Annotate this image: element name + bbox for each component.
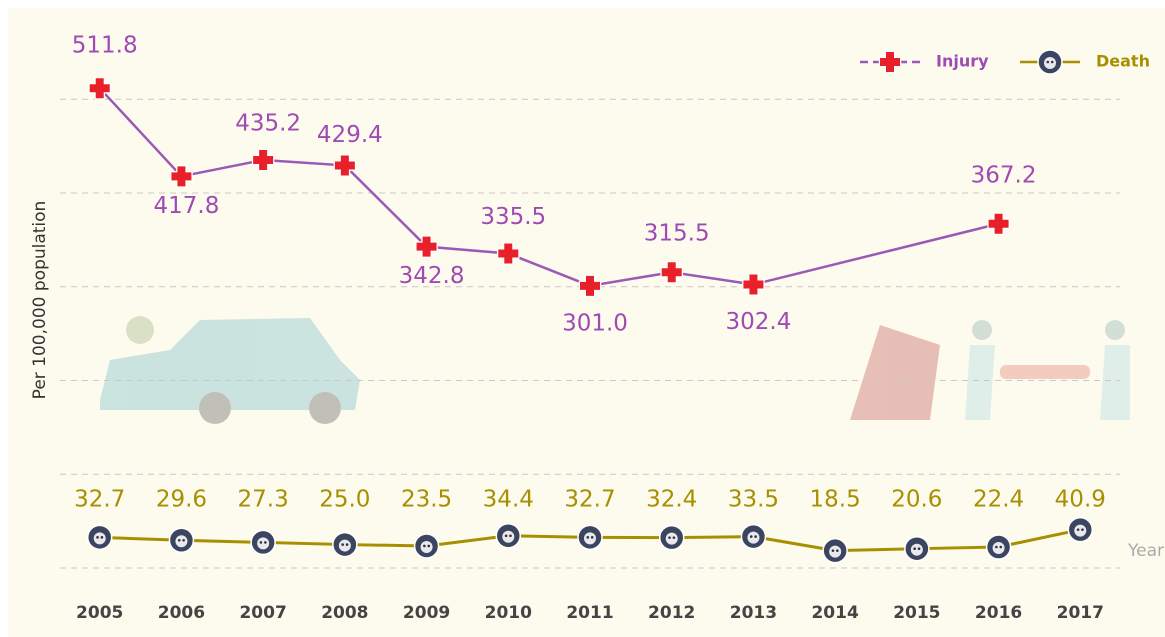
point-marker: [660, 526, 684, 550]
point-marker: [415, 534, 439, 558]
legend-label: Death: [1096, 52, 1150, 71]
data-label: 301.0: [562, 310, 628, 336]
x-tick-label: 2017: [1057, 603, 1104, 623]
data-label: 29.6: [156, 487, 207, 513]
skull-eye: [346, 543, 349, 546]
skull-face: [584, 532, 596, 544]
data-label: 18.5: [810, 487, 861, 513]
x-tick-label: 2015: [893, 603, 940, 623]
skull-eye: [591, 536, 594, 539]
skull-face: [94, 532, 106, 544]
data-label: 27.3: [238, 487, 289, 513]
point-marker: [169, 528, 193, 552]
skull-eye: [182, 539, 185, 542]
skull-eye: [999, 546, 1002, 549]
data-label: 33.5: [728, 487, 779, 513]
skull-eye: [178, 539, 181, 542]
x-tick-label: 2013: [730, 603, 777, 623]
skull-face: [257, 537, 269, 549]
skull-eye: [754, 535, 757, 538]
point-marker: [88, 525, 112, 549]
x-tick-label: 2006: [158, 603, 205, 623]
skull-eye: [1077, 528, 1080, 531]
data-label: 429.4: [317, 122, 383, 148]
skull-eye: [832, 549, 835, 552]
data-label: 342.8: [399, 263, 465, 289]
skull-eye: [423, 545, 426, 548]
data-label: 32.7: [74, 487, 125, 513]
skull-eye: [264, 541, 267, 544]
data-label: 23.5: [401, 487, 452, 513]
data-label: 302.4: [725, 309, 791, 335]
data-label: 511.8: [72, 33, 138, 59]
skull-eye: [509, 534, 512, 537]
legend-label: Injury: [936, 52, 989, 71]
skull-eye: [668, 536, 671, 539]
skull-eye: [673, 536, 676, 539]
x-tick-label: 2007: [239, 603, 286, 623]
skull-eye: [750, 535, 753, 538]
skull-eye: [995, 546, 998, 549]
skull-face: [829, 546, 841, 558]
data-label: 32.7: [564, 487, 615, 513]
skull-eye: [260, 541, 263, 544]
skull-eye: [101, 536, 104, 539]
x-axis-label: Year: [1127, 541, 1164, 561]
skull-face: [502, 531, 514, 543]
point-marker: [905, 537, 929, 561]
data-label: 367.2: [971, 162, 1037, 188]
skull-eye: [836, 549, 839, 552]
x-tick-label: 2014: [811, 603, 858, 623]
point-marker: [496, 524, 520, 548]
skull-face: [747, 532, 759, 544]
data-label: 417.8: [153, 193, 219, 219]
data-label: 22.4: [973, 487, 1024, 513]
skull-eye: [587, 536, 590, 539]
skull-face: [993, 542, 1005, 554]
skull-eye: [1081, 528, 1084, 531]
data-label: 34.4: [483, 487, 534, 513]
x-tick-label: 2005: [76, 603, 123, 623]
x-tick-label: 2009: [403, 603, 450, 623]
skull-face: [175, 535, 187, 547]
data-label: 335.5: [480, 204, 546, 230]
data-label: 435.2: [235, 111, 301, 137]
chart: Per 100,000 population Year 2005 2006 2007…: [0, 0, 1165, 637]
skull-eye: [341, 543, 344, 546]
skull-eye: [918, 547, 921, 550]
x-tick-label: 2008: [321, 603, 368, 623]
page: Per 100,000 population Year 2005 2006 2007…: [0, 0, 1165, 637]
point-marker: [741, 525, 765, 549]
point-marker: [987, 535, 1011, 559]
y-axis-label: Per 100,000 population: [30, 201, 50, 400]
x-tick-label: 2016: [975, 603, 1022, 623]
data-label: 25.0: [319, 487, 370, 513]
point-marker: [578, 525, 602, 549]
skull-face: [421, 541, 433, 553]
skull-eye: [427, 545, 430, 548]
skull-face: [666, 533, 678, 545]
skull-eye: [1051, 61, 1054, 64]
x-tick-label: 2012: [648, 603, 695, 623]
x-tick-label: 2010: [485, 603, 532, 623]
legend-marker: [1038, 50, 1062, 74]
data-label: 32.4: [646, 487, 697, 513]
skull-face: [1074, 525, 1086, 537]
x-tick-label: 2011: [566, 603, 613, 623]
skull-eye: [913, 547, 916, 550]
data-label: 20.6: [891, 487, 942, 513]
skull-eye: [505, 534, 508, 537]
point-marker: [251, 530, 275, 554]
data-label: 40.9: [1055, 487, 1106, 513]
skull-eye: [1047, 61, 1050, 64]
point-marker: [333, 533, 357, 557]
point-marker: [823, 539, 847, 563]
skull-face: [339, 540, 351, 552]
data-label: 315.5: [644, 221, 710, 247]
skull-eye: [96, 536, 99, 539]
skull-face: [1044, 57, 1056, 69]
skull-face: [911, 544, 923, 556]
point-marker: [1068, 518, 1092, 542]
